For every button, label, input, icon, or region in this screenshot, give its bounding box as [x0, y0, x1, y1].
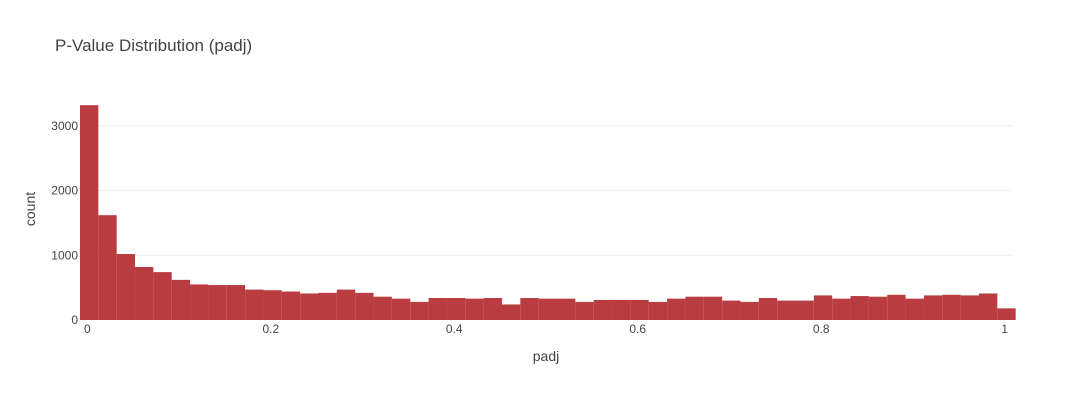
histogram-bar	[832, 298, 851, 320]
x-tick-label: 1	[1001, 322, 1008, 336]
histogram-bar	[391, 298, 411, 320]
histogram-bar	[740, 301, 759, 320]
histogram-bar	[777, 300, 796, 320]
x-tick-label: 0.8	[813, 322, 830, 336]
y-tick-label: 2000	[51, 184, 78, 198]
histogram-bar	[171, 279, 191, 320]
x-tick-label: 0	[84, 322, 91, 336]
histogram-bar	[813, 295, 833, 320]
histogram-bar	[190, 284, 209, 320]
histogram-bar	[685, 296, 704, 320]
histogram-bar	[758, 298, 778, 320]
histogram-bar	[887, 294, 906, 320]
y-axis-ticks: 0 1000 2000 3000	[51, 119, 78, 327]
histogram-bar	[923, 295, 943, 320]
histogram-bar	[281, 291, 301, 320]
histogram-bar	[116, 254, 136, 320]
x-tick-label: 0.6	[629, 322, 646, 336]
histogram-bar	[942, 294, 961, 320]
histogram-bar	[80, 105, 99, 320]
histogram-bar	[483, 298, 502, 320]
x-tick-label: 0.4	[446, 322, 463, 336]
histogram-bar	[960, 295, 979, 320]
histogram-bar	[722, 300, 741, 320]
histogram-bar	[868, 296, 888, 320]
histogram-bar	[263, 290, 282, 320]
histogram-bar	[153, 272, 172, 320]
histogram-bar	[575, 301, 594, 320]
x-axis-ticks: 0 0.2 0.4 0.6 0.8 1	[84, 322, 1008, 336]
histogram-bar	[98, 215, 117, 320]
histogram-bar	[208, 285, 227, 320]
histogram-bar	[795, 300, 814, 320]
histogram-bar	[593, 299, 613, 320]
histogram-bar	[135, 266, 154, 320]
histogram-bar	[520, 298, 539, 320]
histogram-bar	[318, 292, 337, 320]
histogram-bar	[850, 296, 869, 320]
chart-title: P-Value Distribution (padj)	[55, 36, 252, 55]
histogram-bar	[538, 298, 558, 320]
histogram-bar	[245, 289, 264, 320]
histogram-bar	[978, 293, 998, 320]
histogram-bar	[997, 308, 1016, 320]
histogram-bar	[428, 298, 447, 320]
y-tick-label: 3000	[51, 119, 78, 133]
gridlines	[80, 125, 1012, 256]
histogram-bar	[410, 301, 429, 320]
y-tick-label: 1000	[51, 248, 78, 262]
histogram-bar	[300, 293, 319, 320]
histogram-bars	[80, 105, 1016, 320]
histogram-bar	[648, 301, 668, 320]
x-tick-label: 0.2	[262, 322, 279, 336]
histogram-bar	[905, 298, 924, 320]
histogram-bar	[226, 285, 246, 320]
histogram-bar	[446, 298, 466, 320]
histogram-bar	[465, 298, 484, 320]
histogram-bar	[501, 304, 521, 320]
histogram-bar	[612, 299, 631, 320]
y-axis-title: count	[22, 192, 38, 226]
histogram-bar	[703, 296, 723, 320]
histogram-bar	[336, 289, 356, 320]
histogram-bar	[557, 298, 576, 320]
histogram-bar	[630, 299, 649, 320]
y-tick-label: 0	[71, 313, 78, 327]
x-axis-title: padj	[533, 348, 559, 364]
histogram-bar	[373, 296, 392, 320]
histogram-bar	[355, 292, 374, 320]
histogram-bar	[667, 298, 686, 320]
